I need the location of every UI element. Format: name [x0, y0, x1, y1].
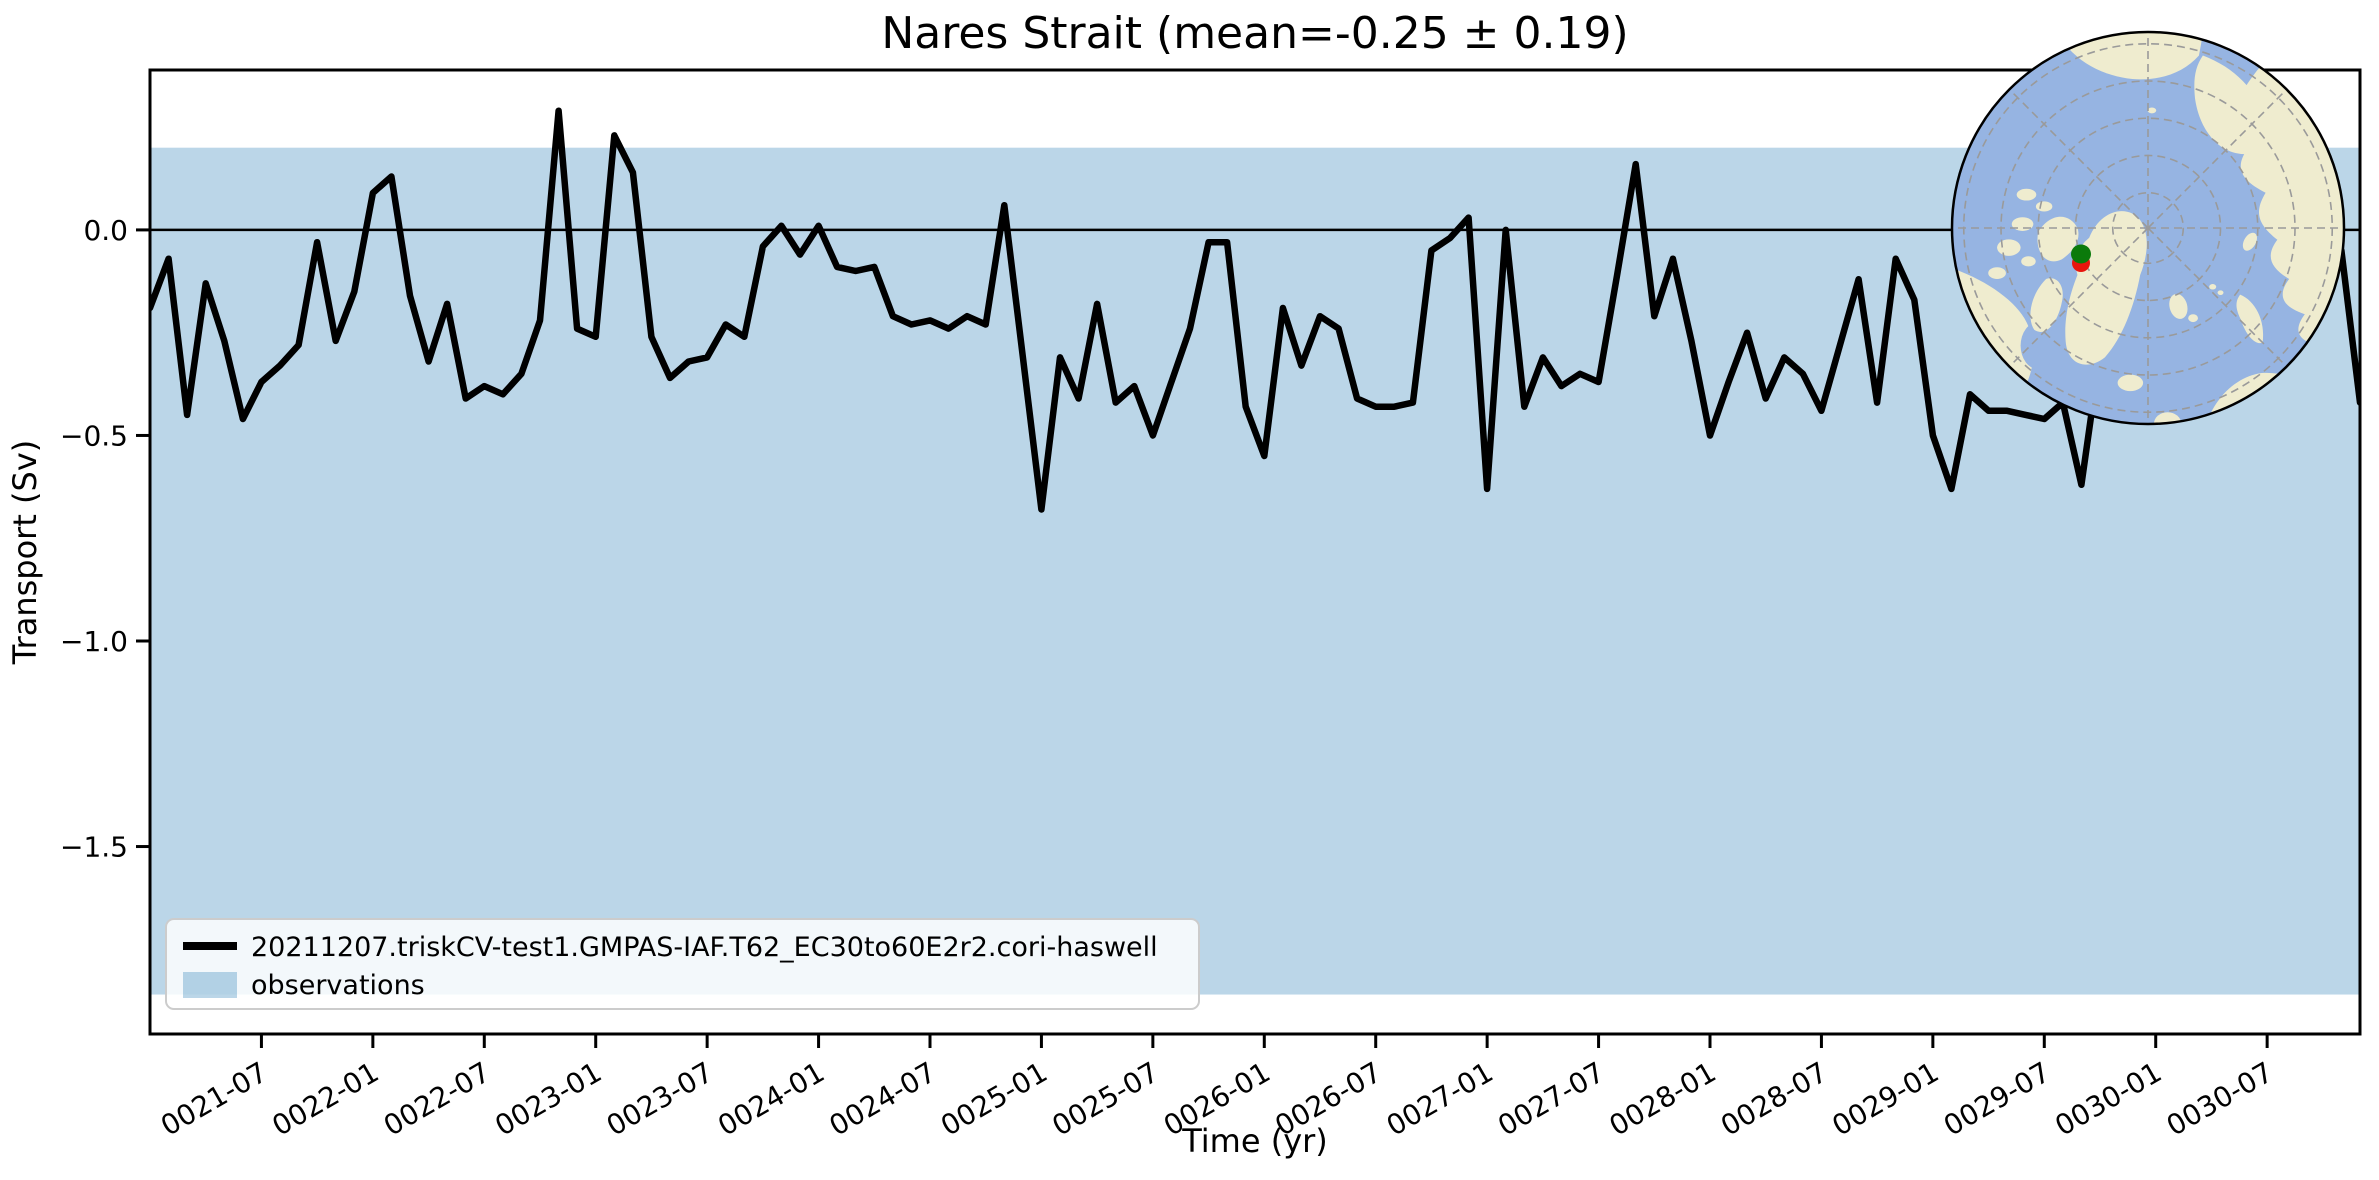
map-land-island — [2217, 290, 2224, 296]
map-land-novaya-zemlya — [2236, 294, 2264, 344]
map-land-island — [2147, 107, 2157, 114]
y-axis-ticks: 0.0 −0.5 −1.0 −1.5 — [60, 214, 150, 864]
map-meridian-line — [2147, 88, 2288, 229]
map-land-island — [1988, 267, 2006, 279]
y-tick-label: −1.5 — [60, 831, 128, 864]
map-land-island — [2242, 232, 2257, 251]
map-land-baffin — [2030, 278, 2063, 332]
map-land-alaska — [2046, 32, 2207, 80]
inset-map — [1950, 30, 2346, 426]
legend-box — [165, 918, 1200, 1010]
page-title: Nares Strait (mean=-0.25 ± 0.19) — [881, 8, 1628, 59]
y-axis-label: Transport (Sv) — [6, 440, 44, 666]
map-latitude-circle — [2111, 191, 2185, 265]
y-tick-label: −0.5 — [60, 419, 128, 452]
map-land-island — [2011, 217, 2034, 231]
map-land-island — [2209, 284, 2217, 290]
axes-spines — [148, 68, 2362, 1036]
map-meridian-line — [2008, 227, 2149, 368]
x-axis-label: Time (yr) — [1181, 1122, 1328, 1160]
map-land-island — [1997, 239, 2021, 256]
map-land-island — [2188, 314, 2198, 323]
map-meridian-line — [2008, 88, 2149, 229]
map-land-island — [2035, 201, 2053, 212]
map-land-siberia — [2235, 32, 2344, 405]
legend-entry-observations: observations — [251, 970, 425, 1001]
transect-marker-green — [2071, 244, 2091, 264]
map-land-island — [2021, 256, 2036, 267]
map-land-island — [2016, 188, 2037, 201]
map-meridian-line — [2147, 227, 2288, 368]
y-tick-label: 0.0 — [83, 214, 128, 247]
legend-patch-swatch — [183, 972, 237, 998]
y-tick-label: −1.0 — [60, 625, 128, 658]
map-land-iceland — [2117, 374, 2144, 392]
map-land-svalbard — [2169, 293, 2188, 319]
legend-entry-model: 20211207.triskCV-test1.GMPAS-IAF.T62_EC3… — [251, 932, 1158, 963]
model-transport-line — [150, 107, 2360, 513]
map-border — [1950, 30, 2346, 426]
map-graticule — [1952, 32, 2344, 424]
legend: 20211207.triskCV-test1.GMPAS-IAF.T62_EC3… — [165, 918, 1200, 1010]
